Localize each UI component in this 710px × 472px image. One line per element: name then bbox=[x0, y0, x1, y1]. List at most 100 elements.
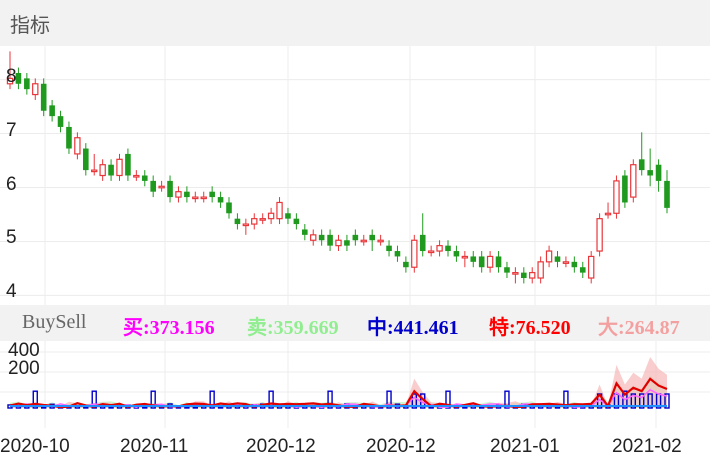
candle bbox=[32, 78, 39, 100]
legend-mid: 中:441.461 bbox=[367, 317, 459, 339]
x-tick-label: 2021-01 bbox=[490, 436, 560, 457]
mid-bar bbox=[268, 390, 274, 409]
candle bbox=[40, 78, 47, 117]
candle bbox=[116, 153, 123, 181]
mid-bar bbox=[630, 393, 637, 409]
buysell-title: BuySell bbox=[22, 311, 87, 333]
candle bbox=[604, 202, 612, 219]
candle bbox=[419, 213, 426, 257]
candle bbox=[445, 240, 451, 257]
mid-bar bbox=[32, 390, 38, 409]
candle bbox=[335, 234, 342, 252]
mid-bar bbox=[639, 393, 645, 409]
candle bbox=[512, 267, 519, 284]
candle bbox=[302, 224, 308, 241]
candle bbox=[108, 159, 114, 181]
candle bbox=[49, 99, 55, 122]
price-tick-label: 4 bbox=[6, 281, 17, 303]
candle bbox=[504, 261, 510, 279]
volume-tick-label: 200 bbox=[8, 358, 40, 379]
x-tick-label: 2020-12 bbox=[246, 436, 316, 457]
candle bbox=[192, 191, 199, 203]
candle bbox=[267, 207, 275, 225]
candle bbox=[285, 207, 291, 225]
candle bbox=[91, 153, 98, 176]
x-tick-label: 2020-10 bbox=[0, 436, 70, 457]
candle bbox=[655, 159, 662, 192]
candle bbox=[486, 251, 494, 273]
candle bbox=[386, 240, 392, 257]
candle bbox=[554, 251, 561, 268]
candle bbox=[394, 245, 401, 262]
x-tick-label: 2020-12 bbox=[366, 436, 436, 457]
candle bbox=[184, 186, 190, 203]
header-title: 指标 bbox=[10, 13, 50, 37]
candle bbox=[83, 143, 89, 176]
candle bbox=[638, 132, 645, 176]
x-tick-label: 2020-11 bbox=[120, 436, 189, 457]
candle bbox=[529, 267, 536, 284]
candle bbox=[327, 229, 333, 252]
candle bbox=[495, 251, 502, 273]
candle bbox=[209, 186, 215, 203]
candle bbox=[369, 229, 375, 252]
candlestick-series bbox=[6, 51, 670, 284]
candle bbox=[647, 148, 653, 187]
mid-bar bbox=[209, 390, 215, 409]
legend-sell: 卖:359.669 bbox=[247, 317, 339, 339]
candle bbox=[411, 234, 418, 273]
price-tick-label: 5 bbox=[6, 227, 17, 249]
mid-bar bbox=[150, 390, 156, 409]
volume-indicator bbox=[7, 357, 670, 409]
mid-bar bbox=[445, 390, 451, 409]
candle bbox=[453, 245, 460, 262]
candle bbox=[133, 170, 140, 181]
candle bbox=[175, 186, 182, 203]
candle bbox=[242, 218, 250, 235]
candle bbox=[537, 256, 544, 284]
mid-bar bbox=[327, 390, 333, 409]
candle bbox=[571, 256, 578, 273]
candle bbox=[545, 245, 553, 268]
candle bbox=[74, 132, 81, 160]
candle bbox=[99, 159, 106, 181]
candle bbox=[141, 170, 148, 187]
mid-bar bbox=[622, 390, 628, 409]
candle bbox=[167, 175, 173, 203]
mid-bar bbox=[504, 390, 510, 409]
candle bbox=[158, 180, 165, 192]
mid-bar bbox=[647, 393, 653, 409]
buysell-legend: BuySell 买:373.156 卖:359.669 中:441.461 特:… bbox=[0, 305, 710, 341]
legend-large: 大:264.87 bbox=[598, 317, 680, 339]
candle bbox=[276, 197, 283, 225]
mid-bar bbox=[563, 390, 569, 409]
price-tick-label: 6 bbox=[6, 173, 17, 195]
candle bbox=[377, 234, 384, 246]
volume-tick-label: 400 bbox=[8, 340, 40, 361]
candle bbox=[461, 251, 469, 268]
candle bbox=[436, 240, 443, 257]
mid-bar bbox=[40, 406, 47, 409]
candle bbox=[293, 213, 300, 230]
candle bbox=[664, 170, 670, 214]
candle bbox=[630, 159, 637, 203]
candle bbox=[150, 175, 156, 198]
candle bbox=[15, 67, 22, 90]
candle bbox=[596, 213, 603, 257]
candle bbox=[579, 261, 586, 279]
candle bbox=[66, 121, 72, 154]
mid-bar bbox=[411, 393, 418, 409]
candle bbox=[562, 256, 570, 268]
x-tick-label: 2021-02 bbox=[612, 436, 682, 457]
candle bbox=[478, 251, 485, 273]
candle bbox=[318, 229, 325, 246]
candle bbox=[403, 256, 409, 273]
candle bbox=[226, 197, 232, 219]
candle bbox=[310, 229, 317, 246]
price-tick-label: 8 bbox=[6, 65, 17, 87]
candle bbox=[613, 175, 620, 219]
header-bar: 指标 bbox=[0, 0, 710, 46]
candle bbox=[259, 213, 266, 225]
candle bbox=[24, 72, 30, 95]
